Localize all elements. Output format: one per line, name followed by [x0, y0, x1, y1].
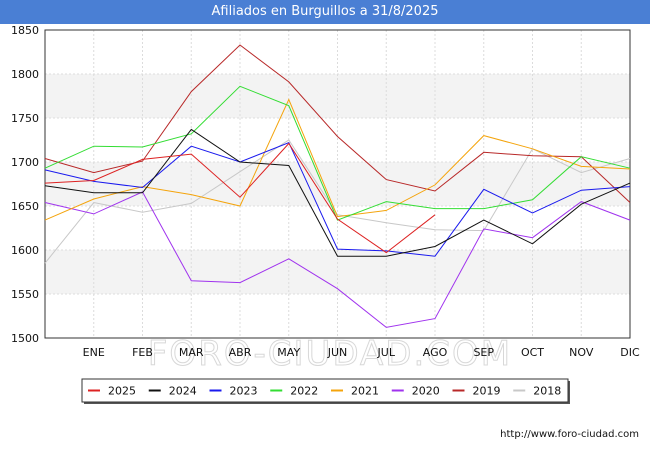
legend-label-2018: 2018: [533, 385, 561, 398]
x-tick-label: ABR: [229, 346, 252, 359]
source-url: http://www.foro-ciudad.com: [500, 429, 639, 440]
legend-label-2025: 2025: [108, 385, 136, 398]
plot-border: [44, 29, 631, 339]
legend-label-2024: 2024: [169, 385, 197, 398]
x-tick-label: FEB: [132, 346, 153, 359]
x-tick-label: OCT: [521, 346, 544, 359]
series-line-2021: [44, 98, 631, 221]
x-tick-label: AGO: [423, 346, 448, 359]
y-tick-label: 1550: [11, 288, 39, 301]
y-axis-ticks: 1500 1550 1600 1650 1700 1750 1800 1850: [11, 24, 39, 345]
y-tick-label: 1600: [11, 244, 39, 257]
y-tick-label: 1500: [11, 332, 39, 345]
legend: 2025 2024 2023 2022 2021 2020 2019 2018: [81, 378, 570, 404]
legend-label-2019: 2019: [473, 385, 501, 398]
y-tick-label: 1750: [11, 112, 39, 125]
x-tick-label: JUN: [327, 346, 348, 359]
series-line-2019: [44, 44, 631, 203]
series-line-2025: [44, 142, 436, 254]
watermark-text: FORO-CIUDAD.COM: [148, 334, 512, 374]
x-tick-label: MAY: [277, 346, 300, 359]
series-line-2024: [44, 128, 631, 257]
x-tick-label: JUL: [377, 346, 396, 359]
x-tick-label: DIC: [620, 346, 640, 359]
x-tick-label: MAR: [179, 346, 204, 359]
legend-box: [81, 378, 569, 403]
y-tick-label: 1800: [11, 68, 39, 81]
series-line-2023: [44, 141, 631, 257]
legend-label-2022: 2022: [290, 385, 318, 398]
series-line-2020: [44, 191, 631, 328]
series-line-2022: [44, 85, 631, 221]
grid-lines: [44, 29, 631, 339]
y-tick-label: 1700: [11, 156, 39, 169]
series-lines: [44, 44, 631, 328]
legend-label-2020: 2020: [412, 385, 440, 398]
chart-title: Afiliados en Burguillos a 31/8/2025: [0, 0, 650, 24]
y-tick-label: 1850: [11, 24, 39, 37]
legend-label-2021: 2021: [351, 385, 379, 398]
x-tick-label: ENE: [83, 346, 105, 359]
y-tick-label: 1650: [11, 200, 39, 213]
x-tick-label: NOV: [569, 346, 594, 359]
x-tick-label: SEP: [473, 346, 494, 359]
legend-label-2023: 2023: [230, 385, 258, 398]
x-axis-ticks: ENE FEB MAR ABR MAY JUN JUL AGO SEP OCT NOV DIC: [83, 346, 640, 359]
